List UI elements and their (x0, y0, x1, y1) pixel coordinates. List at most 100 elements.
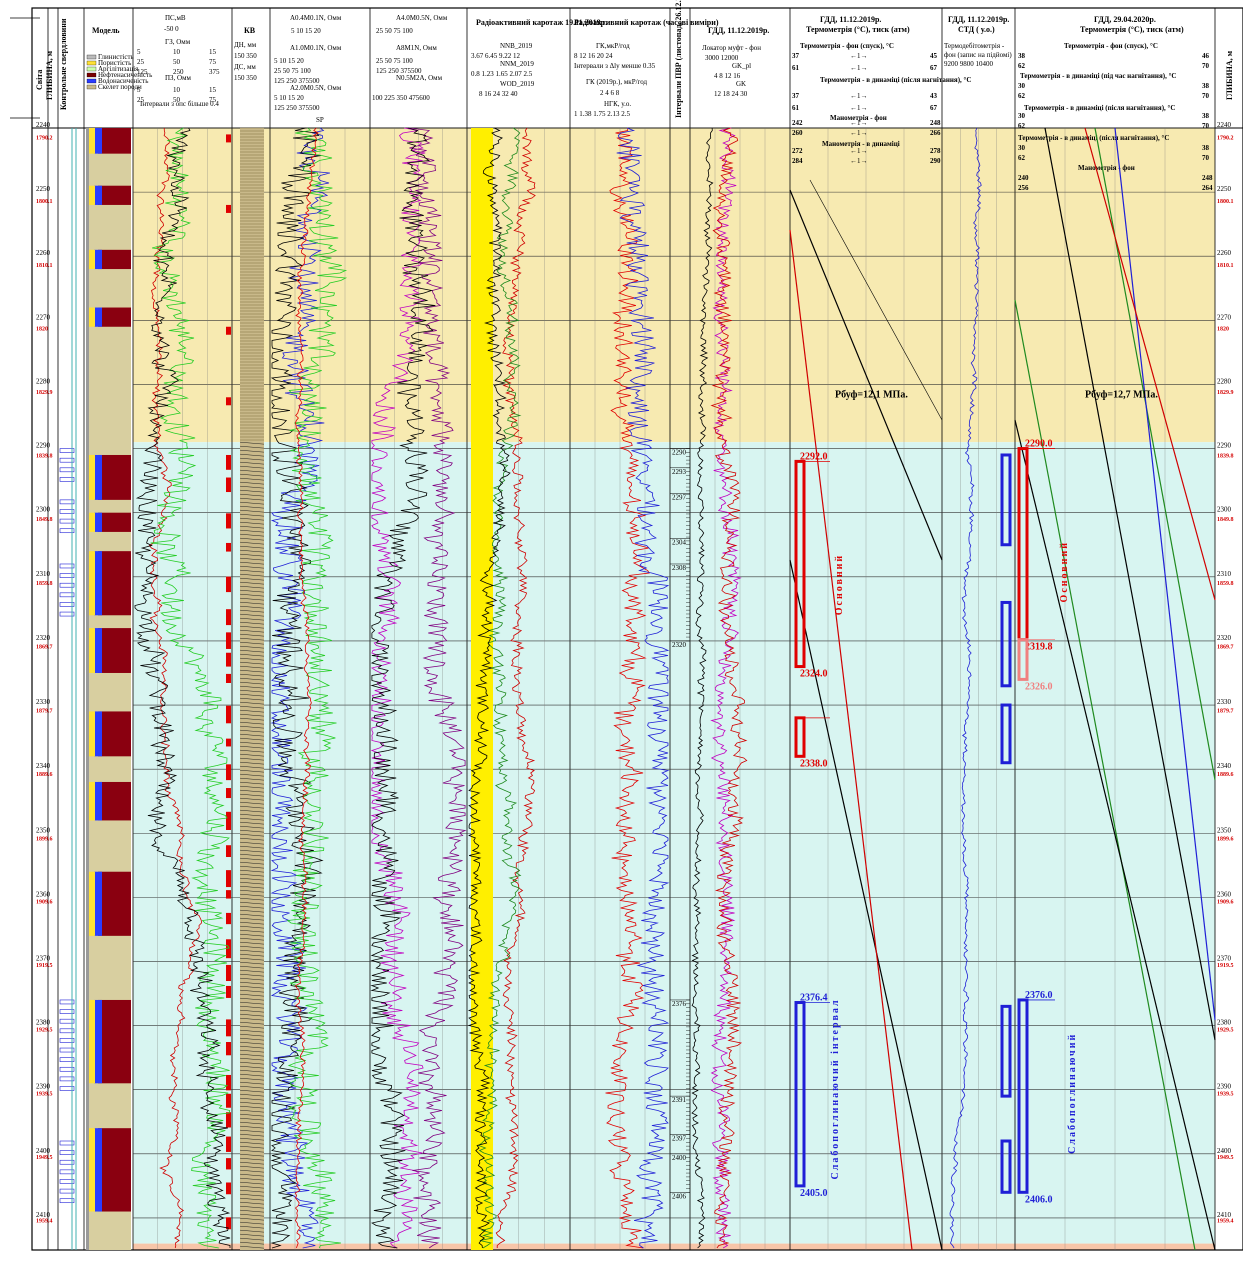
lm-curve (691, 127, 714, 1249)
kv-hatch (239, 473, 265, 477)
model-porosity-block (89, 512, 95, 532)
kv-hatch (239, 541, 265, 545)
drilling-symbol (59, 1188, 75, 1194)
depth-tick-label: 2300 (36, 506, 51, 514)
drilling-symbol (59, 499, 75, 505)
ps-interval-mark (226, 985, 231, 998)
kv-hatch (239, 1005, 265, 1009)
kv-hatch (239, 509, 265, 513)
drilling-symbol (59, 1066, 75, 1072)
kv-hatch (239, 1029, 265, 1033)
abs-depth-label: 1839.8 (36, 453, 53, 459)
kv-hatch (239, 469, 265, 473)
gdd3-scale-right: 70 (1202, 92, 1210, 100)
model-legend-swatch (86, 54, 97, 60)
kv-hatch (239, 829, 265, 833)
ps-interval-mark (226, 1042, 231, 1056)
kv-hatch (239, 565, 265, 569)
gz-curve (150, 127, 231, 1249)
model-water-block (94, 999, 102, 1084)
kv-hatch (239, 1017, 265, 1021)
ps-interval-mark (226, 1112, 231, 1128)
kv-hatch (239, 689, 265, 693)
gdd3-scale-left: 30 (1018, 144, 1026, 152)
abs-depth-label: 1849.8 (36, 517, 53, 523)
gdd2-scale-left: 61 (792, 104, 800, 112)
kv-hatch (239, 533, 265, 537)
wod-fill (471, 128, 493, 1250)
ps-interval-mark (226, 673, 231, 683)
drilling-symbol (59, 1140, 75, 1146)
kv-hatch (239, 573, 265, 577)
kv-hatch (239, 597, 265, 601)
abs-depth-label: 1829.9 (36, 390, 53, 396)
drilling-symbol (59, 1169, 75, 1175)
model-oil-block (98, 551, 131, 616)
pz-tick: 15 (209, 86, 217, 94)
kv-hatch (239, 797, 265, 801)
kv-hatch (239, 957, 265, 961)
kv-hatch (239, 489, 265, 493)
model-header: Модель (92, 26, 120, 35)
gdd2-scale-left: 260 (792, 129, 803, 137)
kv-hatch (239, 637, 265, 641)
ngk-ticks: 1 1.38 1.75 2.13 2.5 (574, 110, 631, 118)
kv-hatch (239, 1193, 265, 1197)
depth-tick-label: 2350 (36, 826, 51, 834)
gz-tick: 375 (209, 68, 220, 76)
pvr-label: 2293 (672, 468, 687, 476)
kv-hatch (239, 761, 265, 765)
radio2-header: Радіоактивний каротаж (часові виміри) (574, 18, 719, 27)
kv-hatch (239, 929, 265, 933)
gdd3-scale-left: 38 (1018, 52, 1026, 60)
depth-tick-label-right: 2270 (1217, 313, 1232, 321)
ngk-header: НГК, у.о. (604, 100, 631, 108)
kv-hatch (239, 729, 265, 733)
drilling-symbol (59, 1038, 75, 1043)
t3-black-line-2 (1014, 419, 1216, 1251)
abs-depth-label: 1919.5 (36, 963, 53, 969)
model-oil-block (98, 999, 131, 1084)
kv-hatch (239, 593, 265, 597)
abs-depth-label: 1879.7 (36, 709, 53, 715)
gkpl-ticks: 4 8 12 16 (714, 72, 741, 80)
kv-hatch (239, 981, 265, 985)
kv-hatch (239, 1037, 265, 1041)
drilling-symbol (59, 509, 75, 514)
abs-depth-label-right: 1790.2 (1217, 135, 1234, 141)
std-sub: Термодебітометрія - (944, 42, 1005, 50)
kv-hatch (239, 649, 265, 653)
kv-hatch (239, 1041, 265, 1045)
kv-hatch (239, 1237, 265, 1241)
drilling-symbol (59, 573, 75, 578)
pz-tick: 50 (173, 96, 181, 104)
kv-hatch (239, 1245, 265, 1249)
kv-hatch (239, 733, 265, 737)
kv-hatch (239, 545, 265, 549)
drilling-symbol (59, 1198, 75, 1204)
t-fon-header: Термометрія - фон (спуск), °С (800, 42, 894, 50)
gdd2-scale-left: 242 (792, 119, 803, 127)
kv-hatch (239, 673, 265, 677)
kv-hatch (239, 1197, 265, 1201)
abs-depth-label-right: 1939.5 (1217, 1091, 1234, 1097)
kv-hatch (239, 769, 265, 773)
ps-interval-mark (226, 477, 231, 493)
kv-hatch (239, 1213, 265, 1217)
kv-hatch (239, 517, 265, 521)
kv-hatch (239, 685, 265, 689)
gdd2-interval-top-label: 2292.0 (800, 451, 828, 462)
gdd2-arrow: ←1→ (850, 64, 868, 72)
gdd2-header-sub: Термометрія (°С), тиск (атм) (806, 25, 910, 34)
drilling-symbol (59, 528, 75, 534)
kv-hatch (239, 525, 265, 529)
kv-hatch (239, 561, 265, 565)
model-oil-block (98, 307, 131, 327)
kv-hatch (239, 677, 265, 681)
abs-depth-label-right: 1879.7 (1217, 709, 1234, 715)
kv-hatch (239, 477, 265, 481)
abs-depth-label: 1939.5 (36, 1091, 53, 1097)
kv-hatch (239, 1169, 265, 1173)
gdd3-interval-top-label: 2376.0 (1025, 990, 1053, 1001)
model-porosity-block (89, 628, 95, 673)
